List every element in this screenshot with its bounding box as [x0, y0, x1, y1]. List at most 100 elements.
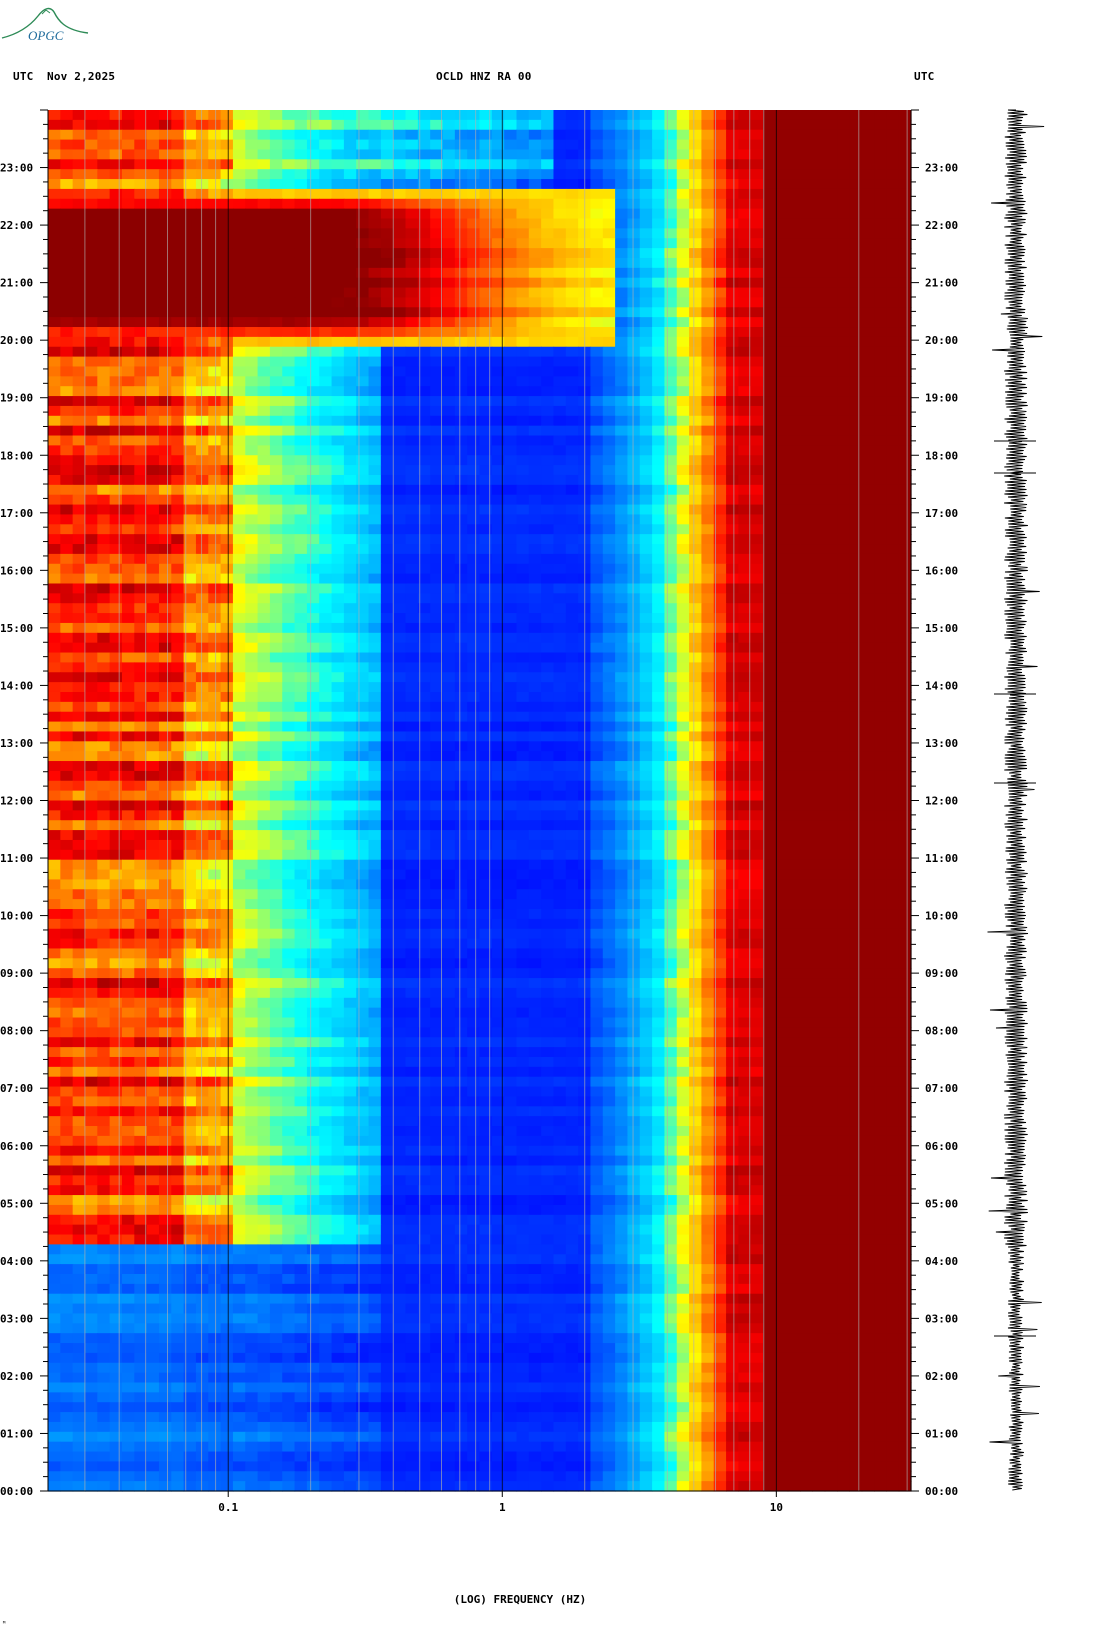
spectrogram-cell: [824, 396, 838, 407]
spectrogram-cell: [837, 573, 850, 585]
spectrogram-cell: [72, 336, 86, 348]
spectrogram-cell: [516, 188, 530, 200]
spectrogram-cell: [639, 800, 653, 811]
spectrogram-cell: [405, 287, 419, 299]
spectrogram-cell: [849, 484, 863, 496]
spectrogram-cell: [121, 751, 135, 762]
spectrogram-cell: [479, 524, 493, 535]
spectrogram-cell: [393, 603, 407, 614]
spectrogram-cell: [874, 336, 887, 348]
spectrogram-cell: [442, 455, 456, 466]
spectrogram-cell: [121, 534, 135, 545]
spectrogram-cell: [664, 356, 678, 368]
spectrogram-cell: [738, 642, 752, 654]
spectrogram-cell: [220, 435, 234, 446]
spectrogram-cell: [590, 652, 604, 663]
spectrogram-cell: [158, 494, 172, 506]
spectrogram-cell: [84, 386, 98, 397]
spectrogram-cell: [183, 790, 197, 802]
spectrogram-cell: [664, 721, 678, 733]
spectrogram-cell: [627, 238, 641, 249]
spectrogram-cell: [861, 327, 875, 338]
spectrogram-cell: [726, 672, 739, 683]
spectrogram-cell: [824, 524, 838, 535]
spectrogram-cell: [602, 218, 616, 229]
spectrogram-cell: [306, 149, 320, 160]
spectrogram-cell: [257, 267, 271, 279]
spectrogram-cell: [627, 583, 641, 594]
spectrogram-cell: [652, 553, 666, 565]
spectrogram-cell: [861, 159, 875, 170]
spectrogram-cell: [738, 455, 752, 466]
spectrogram-cell: [849, 445, 863, 456]
spectrogram-cell: [380, 129, 394, 141]
spectrogram-cell: [874, 721, 887, 733]
spectrogram-cell: [467, 544, 481, 555]
spectrogram-cell: [380, 613, 394, 624]
spectrogram-cell: [368, 514, 382, 525]
spectrogram-cell: [652, 188, 666, 200]
spectrogram-cell: [541, 465, 555, 476]
spectrogram-cell: [294, 662, 308, 673]
spectrogram-cell: [763, 277, 776, 289]
spectrogram-cell: [491, 701, 505, 713]
spectrogram-cell: [689, 110, 703, 121]
spectrogram-cell: [787, 465, 801, 476]
spectrogram-cell: [467, 366, 481, 377]
spectrogram-cell: [652, 277, 666, 289]
spectrogram-cell: [602, 277, 616, 289]
spectrogram-cell: [454, 514, 468, 525]
spectrogram-cell: [343, 228, 357, 239]
spectrogram-cell: [269, 198, 283, 210]
spectrogram-cell: [590, 405, 604, 417]
spectrogram-cell: [553, 218, 567, 229]
spectrogram-cell: [171, 642, 185, 654]
spectrogram-cell: [726, 198, 739, 210]
spectrogram-cell: [664, 632, 678, 644]
spectrogram-cell: [393, 366, 407, 377]
spectrogram-cell: [208, 770, 222, 782]
spectrogram-cell: [775, 790, 789, 802]
spectrogram-cell: [60, 613, 74, 624]
spectrogram-cell: [738, 376, 752, 387]
spectrogram-cell: [467, 652, 481, 663]
spectrogram-cell: [800, 770, 813, 782]
spectrogram-cell: [368, 484, 382, 496]
spectrogram-cell: [380, 238, 394, 249]
spectrogram-cell: [430, 386, 444, 397]
spectrogram-cell: [257, 366, 271, 377]
spectrogram-cell: [886, 415, 900, 427]
spectrogram-cell: [664, 613, 678, 624]
spectrogram-cell: [72, 327, 86, 338]
spectrogram-cell: [824, 149, 838, 160]
spectrogram-cell: [343, 652, 357, 663]
spectrogram-cell: [158, 751, 172, 762]
spectrogram-cell: [417, 208, 431, 220]
spectrogram-cell: [84, 336, 98, 348]
spectrogram-cell: [713, 741, 727, 752]
spectrogram-cell: [208, 583, 222, 594]
spectrogram-cell: [491, 691, 505, 703]
spectrogram-cell: [886, 731, 900, 742]
spectrogram-cell: [763, 257, 776, 269]
spectrogram-cell: [775, 139, 789, 151]
spectrogram-cell: [528, 682, 542, 693]
spectrogram-cell: [257, 425, 271, 437]
spectrogram-cell: [356, 445, 370, 456]
spectrogram-cell: [171, 474, 185, 486]
spectrogram-cell: [232, 751, 246, 762]
spectrogram-cell: [343, 238, 357, 249]
spectrogram-cell: [565, 297, 579, 308]
spectrogram-cell: [84, 346, 98, 358]
spectrogram-cell: [48, 810, 61, 821]
spectrogram-cell: [60, 711, 74, 723]
spectrogram-cell: [454, 632, 468, 644]
spectrogram-cell: [627, 208, 641, 220]
spectrogram-cell: [491, 346, 505, 358]
spectrogram-cell: [750, 780, 764, 792]
spectrogram-cell: [713, 553, 727, 565]
spectrogram-cell: [171, 405, 185, 417]
spectrogram-cell: [146, 731, 160, 742]
spectrogram-cell: [84, 317, 98, 328]
spectrogram-cell: [565, 445, 579, 456]
